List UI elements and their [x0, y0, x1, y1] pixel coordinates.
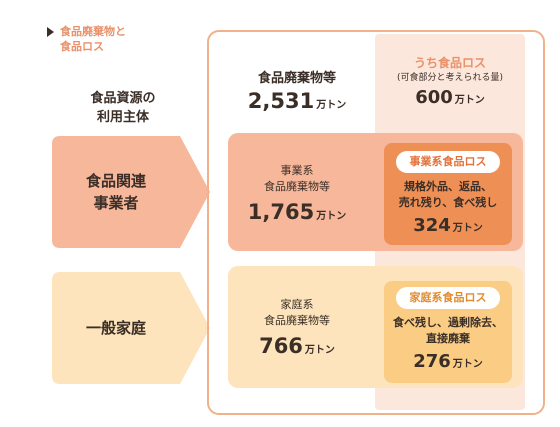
household-loss-unit: 万トン	[452, 359, 483, 370]
business-arrow-label: 食品関連 事業者	[52, 136, 212, 248]
total-unit: 万トン	[316, 100, 347, 111]
household-loss-desc-1: 食べ残し、過剰除去、	[393, 316, 503, 329]
household-unit: 万トン	[304, 345, 335, 356]
total-waste: 食品廃棄物等 2,531 万トン	[232, 70, 362, 114]
business-loss-value: 324	[413, 215, 451, 236]
business-label-line-1: 食品関連	[85, 172, 146, 190]
business-label-line-2: 事業者	[93, 194, 139, 212]
loss-title: うち食品ロス	[413, 56, 486, 70]
column-title-line-2: 利用主体	[96, 110, 149, 125]
header-line-1: 食品廃棄物と	[60, 25, 126, 38]
column-title: 食品資源の 利用主体	[78, 89, 168, 127]
total-value: 2,531	[247, 89, 315, 113]
business-value: 1,765	[247, 200, 315, 224]
diagram-frame	[207, 30, 545, 415]
household-value: 766	[259, 334, 303, 358]
column-title-line-1: 食品資源の	[90, 91, 156, 106]
household-loss-value: 276	[413, 351, 451, 372]
business-loss-desc-2: 売れ残り、食べ残し	[398, 196, 498, 209]
loss-value: 600	[415, 87, 453, 108]
loss-unit: 万トン	[454, 95, 485, 106]
arrow-shape-1	[52, 136, 210, 248]
business-waste: 事業系 食品廃棄物等 1,765 万トン	[232, 163, 362, 225]
business-label-1: 事業系	[280, 164, 314, 177]
household-waste: 家庭系 食品廃棄物等 766 万トン	[232, 297, 362, 359]
business-loss-desc-1: 規格外品、返品、	[404, 180, 492, 193]
business-label-2: 食品廃棄物等	[264, 180, 330, 193]
triangle-icon	[47, 27, 54, 37]
household-loss-title: 家庭系食品ロス	[396, 287, 500, 309]
business-loss-unit: 万トン	[452, 223, 483, 234]
total-food-loss: うち食品ロス (可食部分と考えられる量) 600 万トン	[376, 55, 524, 108]
household-label-1: 家庭系	[280, 298, 314, 311]
business-loss-title: 事業系食品ロス	[396, 151, 500, 173]
arrow-shape-2	[52, 272, 210, 384]
business-loss-box: 事業系食品ロス 規格外品、返品、 売れ残り、食べ残し 324 万トン	[384, 143, 512, 245]
business-unit: 万トン	[316, 211, 347, 222]
household-loss-box: 家庭系食品ロス 食べ残し、過剰除去、 直接廃棄 276 万トン	[384, 281, 512, 383]
household-arrow-label: 一般家庭	[52, 272, 212, 384]
household-loss-desc-2: 直接廃棄	[426, 332, 470, 345]
header-line-2: 食品ロス	[60, 40, 104, 53]
household-label-2: 食品廃棄物等	[264, 314, 330, 327]
section-header: 食品廃棄物と 食品ロス	[47, 24, 126, 54]
household-label: 一般家庭	[85, 319, 146, 337]
total-label: 食品廃棄物等	[257, 71, 336, 86]
loss-subtitle: (可食部分と考えられる量)	[396, 73, 504, 83]
